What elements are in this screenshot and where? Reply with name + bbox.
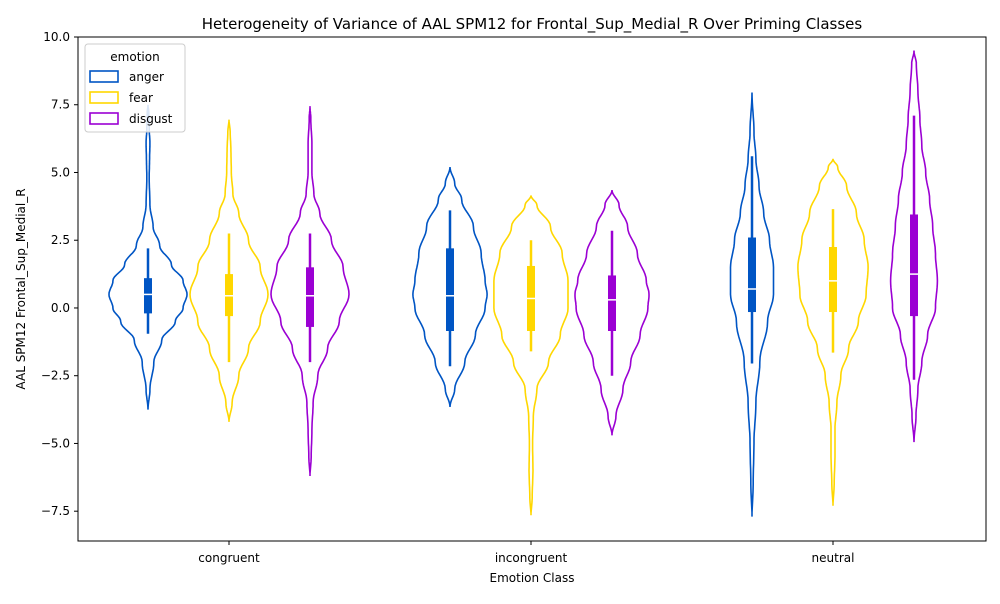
y-tick-label: 7.5 xyxy=(51,98,70,112)
axes-frame xyxy=(77,36,987,542)
iqr-box-disgust-neutral xyxy=(910,214,918,317)
legend-label-fear: fear xyxy=(129,91,153,105)
legend: emotion anger fear disgust xyxy=(84,43,186,133)
x-tick-label: congruent xyxy=(198,551,260,565)
violin-disgust-incongruent xyxy=(574,189,650,436)
y-tick-label: −5.0 xyxy=(41,436,70,450)
iqr-box-anger-neutral xyxy=(748,237,756,313)
violin-fear-congruent xyxy=(189,119,269,422)
violin-anger-incongruent xyxy=(412,167,488,407)
violin-disgust-neutral xyxy=(889,50,939,443)
legend-frame xyxy=(84,43,186,133)
x-axis: congruent incongruent neutral xyxy=(198,541,854,565)
legend-items: anger fear disgust xyxy=(89,70,173,126)
legend-label-disgust: disgust xyxy=(129,112,173,126)
legend-title: emotion xyxy=(110,50,159,64)
iqr-box-disgust-incongruent xyxy=(608,275,616,331)
y-tick-label: −2.5 xyxy=(41,369,70,383)
x-tick-label: incongruent xyxy=(495,551,568,565)
y-axis: −7.5 −5.0 −2.5 0.0 2.5 5.0 7.5 10.0 xyxy=(41,30,78,518)
violin-fear-incongruent xyxy=(493,195,569,516)
legend-label-anger: anger xyxy=(129,70,164,84)
y-tick-label: 10.0 xyxy=(43,30,70,44)
x-axis-label: Emotion Class xyxy=(490,571,575,585)
violin-disgust-congruent xyxy=(270,106,350,476)
iqr-box-anger-congruent xyxy=(144,278,152,314)
violin-fear-neutral xyxy=(797,158,869,506)
y-tick-label: 0.0 xyxy=(51,301,70,315)
y-tick-label: 5.0 xyxy=(51,165,70,179)
legend-swatch-anger xyxy=(89,70,119,83)
plot-area xyxy=(108,50,939,517)
legend-swatch-disgust xyxy=(89,112,119,125)
violin-anger-congruent xyxy=(108,104,188,410)
y-axis-label: AAL SPM12 Frontal_Sup_Medial_R xyxy=(14,188,28,389)
y-tick-label: −7.5 xyxy=(41,504,70,518)
x-tick-label: neutral xyxy=(812,551,855,565)
y-tick-label: 2.5 xyxy=(51,233,70,247)
iqr-box-disgust-congruent xyxy=(306,267,314,327)
violin-anger-neutral xyxy=(729,92,775,517)
chart-title: Heterogeneity of Variance of AAL SPM12 f… xyxy=(202,15,863,34)
iqr-box-anger-incongruent xyxy=(446,248,454,331)
legend-swatch-fear xyxy=(89,91,119,104)
iqr-box-fear-neutral xyxy=(829,247,837,313)
